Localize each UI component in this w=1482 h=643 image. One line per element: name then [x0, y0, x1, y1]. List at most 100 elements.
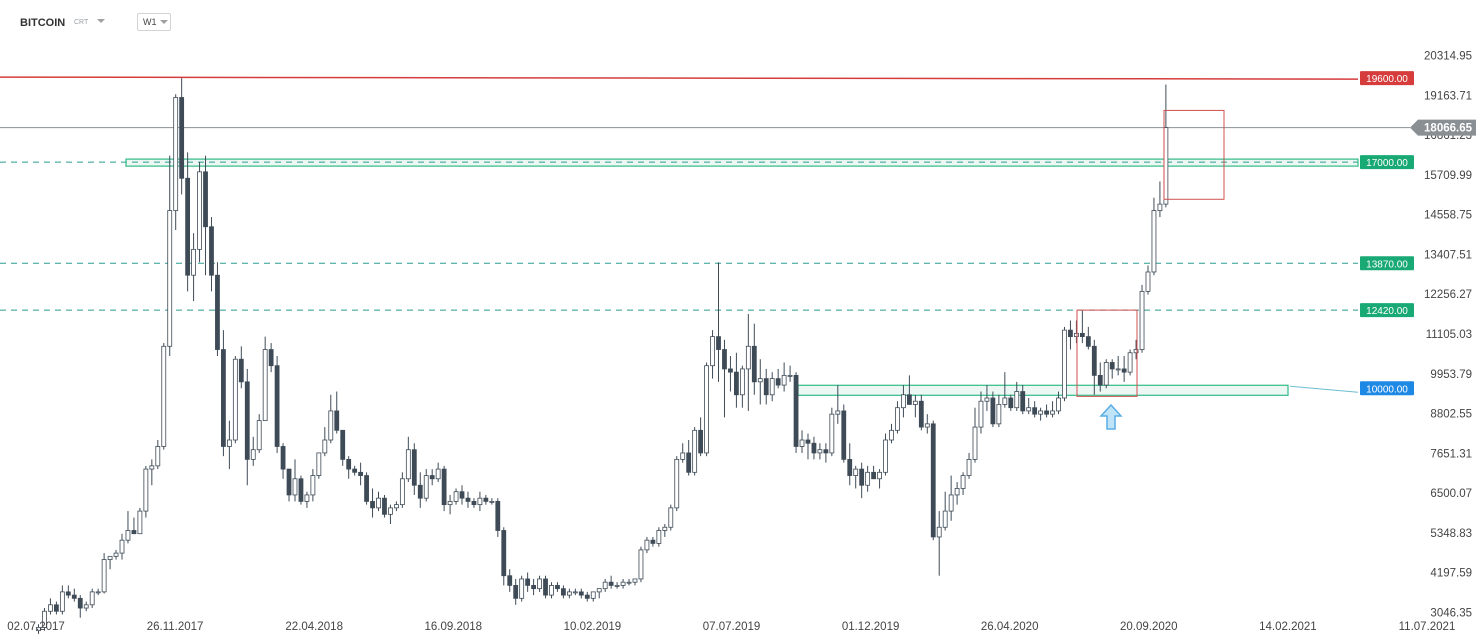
candle-down [841, 410, 847, 460]
candle-down [364, 475, 369, 502]
level-label: 17000.00 [1366, 158, 1408, 169]
candle-up [549, 585, 554, 596]
candle-up [1050, 410, 1055, 415]
candle-up [191, 248, 196, 276]
level-label: 19600.00 [1366, 74, 1408, 85]
candle-up [835, 410, 841, 415]
candle-up [48, 604, 53, 612]
candle-down [71, 594, 77, 599]
candle-up [674, 458, 680, 509]
candle-up [376, 497, 381, 509]
candle-up [978, 400, 984, 428]
candle-down [531, 585, 536, 590]
symbol-label[interactable]: BITCOIN [20, 17, 66, 29]
candle-down [1044, 410, 1049, 415]
candle-down [847, 458, 853, 476]
candle-down [543, 578, 548, 596]
candle-down [495, 501, 501, 531]
candle-up [787, 374, 793, 377]
candle-down [1020, 391, 1026, 412]
candle-up [620, 581, 626, 586]
candle-down [334, 410, 340, 431]
candle-down [1079, 332, 1085, 338]
candle-up [328, 410, 334, 441]
candle-up [704, 365, 709, 454]
candle-up [769, 378, 775, 396]
candle-down [555, 585, 560, 590]
level-label-bg [1360, 381, 1414, 396]
level-label: 10000.00 [1366, 384, 1408, 395]
candle-down [698, 429, 704, 454]
candle-up [602, 581, 608, 590]
candle-up [197, 171, 202, 250]
candle-up [668, 507, 674, 528]
candle-up [149, 465, 155, 470]
candle-up [167, 210, 173, 347]
candle-down [513, 585, 519, 599]
candle-down [686, 452, 692, 473]
y-tick-label: 6500.07 [1430, 488, 1472, 500]
y-tick-label: 4197.59 [1430, 568, 1472, 580]
candle-down [584, 594, 590, 599]
candle-up [889, 429, 894, 441]
candle-up [1157, 203, 1163, 211]
candle-up [119, 539, 125, 554]
candle-down [1032, 407, 1038, 415]
candle-up [638, 549, 644, 580]
y-tick-label: 12256.27 [1424, 289, 1472, 301]
candle-down [429, 475, 435, 480]
candle-down [525, 578, 531, 586]
candle-down [382, 497, 387, 515]
candle-up [745, 345, 751, 370]
candle-down [417, 484, 423, 499]
annotation-box-breakout [1163, 109, 1225, 200]
timeframe-chevron-icon[interactable] [160, 20, 168, 24]
candle-down [716, 336, 721, 350]
timeframe-select[interactable]: W1 [137, 13, 171, 31]
candle-down [352, 468, 358, 473]
candle-up [519, 578, 525, 599]
candle-up [101, 559, 107, 593]
y-tick-label: 7651.31 [1430, 448, 1472, 460]
candle-up [537, 578, 542, 590]
y-tick-label: 8802.55 [1430, 409, 1472, 421]
candle-up [304, 494, 310, 502]
candle-up [942, 510, 948, 528]
symbol-dropdown-chevron-icon[interactable] [97, 19, 105, 23]
y-tick-label: 15709.99 [1424, 170, 1472, 182]
candle-up [895, 407, 900, 431]
candle-up [739, 368, 745, 396]
candle-up [710, 336, 715, 367]
candle-down [459, 491, 465, 499]
candle-up [590, 591, 596, 599]
candle-down [244, 381, 250, 460]
candle-down [561, 588, 566, 596]
level-label-bg [1360, 256, 1414, 271]
candle-up [322, 439, 328, 454]
candle-down [793, 374, 799, 447]
candle-down [1091, 345, 1097, 376]
candle-up [954, 488, 960, 496]
candle-up [143, 468, 149, 512]
candle-up [1074, 332, 1079, 338]
candle-up [262, 349, 268, 422]
candle-down [859, 468, 865, 486]
candle-up [435, 468, 441, 480]
candle-down [346, 458, 352, 470]
candle-down [650, 539, 656, 544]
candle-up [972, 426, 978, 460]
candle-down [465, 497, 471, 502]
candle-up [42, 610, 47, 628]
y-tick-label: 5348.83 [1430, 528, 1472, 540]
candle-down [1121, 368, 1127, 373]
candle-down [507, 575, 513, 586]
level-label: 12420.00 [1366, 306, 1408, 317]
candle-up [1056, 397, 1061, 412]
candle-down [608, 581, 614, 586]
candle-down [501, 530, 507, 577]
candle-down [1085, 336, 1091, 347]
candle-down [483, 497, 489, 502]
candle-up [614, 585, 620, 587]
candle-up [310, 475, 316, 496]
